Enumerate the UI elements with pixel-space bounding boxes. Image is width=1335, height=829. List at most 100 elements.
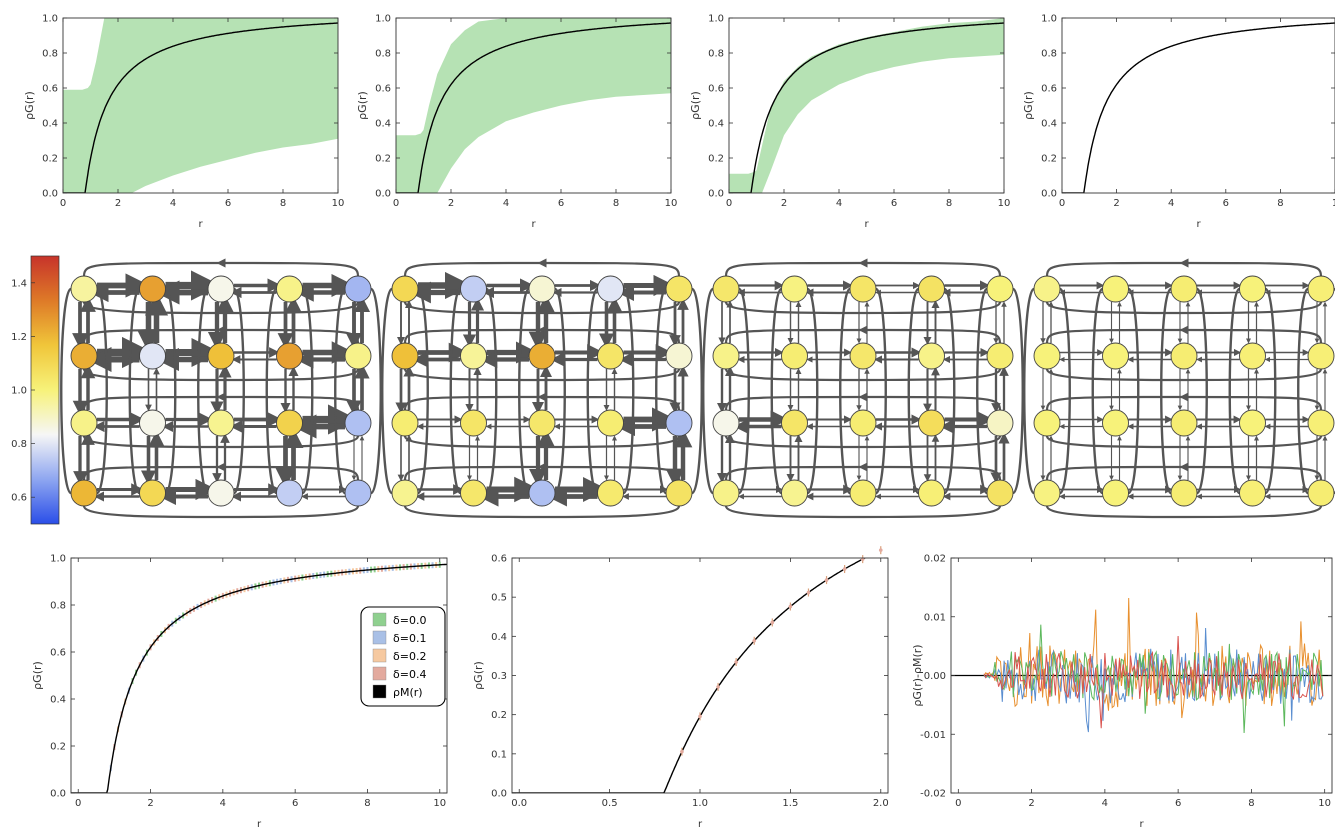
x-tick-label: 8 [613, 198, 619, 209]
node [781, 275, 808, 303]
wrap-edge [1045, 392, 1323, 411]
colorbar-tick-label: 1.2 [11, 332, 27, 343]
node [1102, 479, 1129, 507]
x-tick-label: 8 [364, 798, 370, 809]
colorbar-gradient [30, 255, 60, 525]
node [781, 479, 808, 507]
y-tick-label: 0.2 [708, 154, 724, 165]
y-tick-label: 0.0 [708, 189, 724, 200]
x-axis-label: r [1139, 819, 1144, 829]
y-axis-label: ρG(r) [1022, 91, 1035, 120]
wrap-edge [907, 287, 920, 495]
chart-top-2: 0 2 4 6 8 10 0.0 0.2 0.4 0.6 0.8 1.0 r ρG(r) [356, 14, 677, 231]
wrap-edge [164, 287, 177, 495]
chart-top-3: 0 2 4 6 8 10 0.0 0.2 0.4 0.6 0.8 1.0 r ρG(r) [689, 14, 1010, 231]
x-tick-label: 6 [558, 198, 564, 209]
x-tick-label: 2.0 [873, 798, 889, 809]
x-tick-label: 4 [1102, 798, 1108, 809]
x-tick-label: 2 [1028, 798, 1034, 809]
legend-label: δ=0.0 [393, 614, 426, 627]
node [528, 342, 556, 370]
node [918, 342, 945, 370]
node [665, 342, 693, 370]
wrap-edge [449, 287, 462, 495]
y-tick-label: 0.6 [1041, 84, 1057, 95]
node [1239, 342, 1266, 370]
wrap-edge [1045, 505, 1323, 519]
network-3 [702, 258, 1024, 519]
wrap-edge [1045, 301, 1323, 315]
y-tick-label: 0.1 [491, 749, 507, 760]
x-tick-label: 10 [433, 798, 446, 809]
legend-swatch [372, 612, 387, 627]
node [1033, 409, 1061, 437]
y-tick-label: 0.2 [491, 710, 507, 721]
wrap-edge [82, 368, 360, 382]
residual-series [983, 635, 1324, 729]
y-tick-label: 0.0 [42, 189, 58, 200]
rho-curve [729, 22, 1004, 193]
node [1102, 409, 1129, 437]
node [986, 479, 1014, 507]
y-tick-label: 0.6 [42, 84, 58, 95]
node [1170, 275, 1198, 303]
wrap-edge [197, 287, 210, 495]
wrap-edge [1264, 287, 1277, 495]
wrap-edge [553, 287, 566, 495]
sample-marker [716, 685, 720, 689]
y-tick-label: 0.2 [50, 742, 66, 753]
sample-marker [770, 620, 775, 625]
colorbar-tick-label: 0.6 [11, 493, 27, 504]
y-tick-label: 0.8 [42, 49, 58, 60]
sample-marker [734, 660, 738, 664]
x-tick-label: 0 [955, 798, 961, 809]
node [1033, 275, 1061, 303]
node [918, 275, 945, 303]
node [1102, 275, 1129, 303]
x-tick-label: 2 [781, 198, 787, 209]
node [849, 479, 877, 507]
node [344, 342, 372, 370]
wrap-edge [128, 287, 141, 495]
sample-marker [806, 590, 811, 595]
wrap-edge [943, 287, 956, 495]
legend-swatch [372, 630, 387, 645]
y-tick-label: 0.6 [50, 648, 66, 659]
legend-label: δ=0.4 [393, 668, 426, 681]
sample-marker [842, 567, 847, 571]
network-2 [381, 258, 703, 519]
node [139, 275, 166, 303]
x-tick-label: 4 [170, 198, 176, 209]
wrap-edge [518, 287, 531, 495]
node [528, 275, 556, 303]
x-tick-label: 2 [1113, 198, 1119, 209]
x-tick-label: 2 [448, 198, 454, 209]
y-tick-label: 0.0 [491, 789, 507, 800]
wrap-edge [806, 287, 819, 495]
node [597, 275, 624, 303]
wrap-edge [403, 392, 681, 411]
y-axis-label: ρG(r)-ρM(r) [911, 644, 924, 706]
y-axis-label: ρG(r) [31, 661, 44, 690]
sample-marker [752, 638, 757, 643]
uncertainty-band [729, 18, 1004, 193]
x-tick-label: 6 [1175, 798, 1181, 809]
node [1239, 479, 1266, 507]
x-tick-label: 8 [1248, 798, 1254, 809]
y-tick-label: 0.2 [375, 154, 391, 165]
node [460, 275, 487, 303]
y-tick-label: 0.01 [924, 612, 946, 623]
sample-marker [878, 548, 883, 552]
legend-label: δ=0.2 [393, 650, 426, 663]
node [207, 275, 235, 303]
x-tick-label: 2 [147, 798, 153, 809]
node [712, 275, 740, 303]
legend-label: ρM(r) [393, 686, 423, 699]
x-tick-label: 6 [292, 798, 298, 809]
node [849, 342, 877, 370]
node [528, 409, 556, 437]
x-tick-label: 0 [393, 198, 399, 209]
node [276, 479, 303, 507]
wrap-edge [369, 287, 382, 495]
